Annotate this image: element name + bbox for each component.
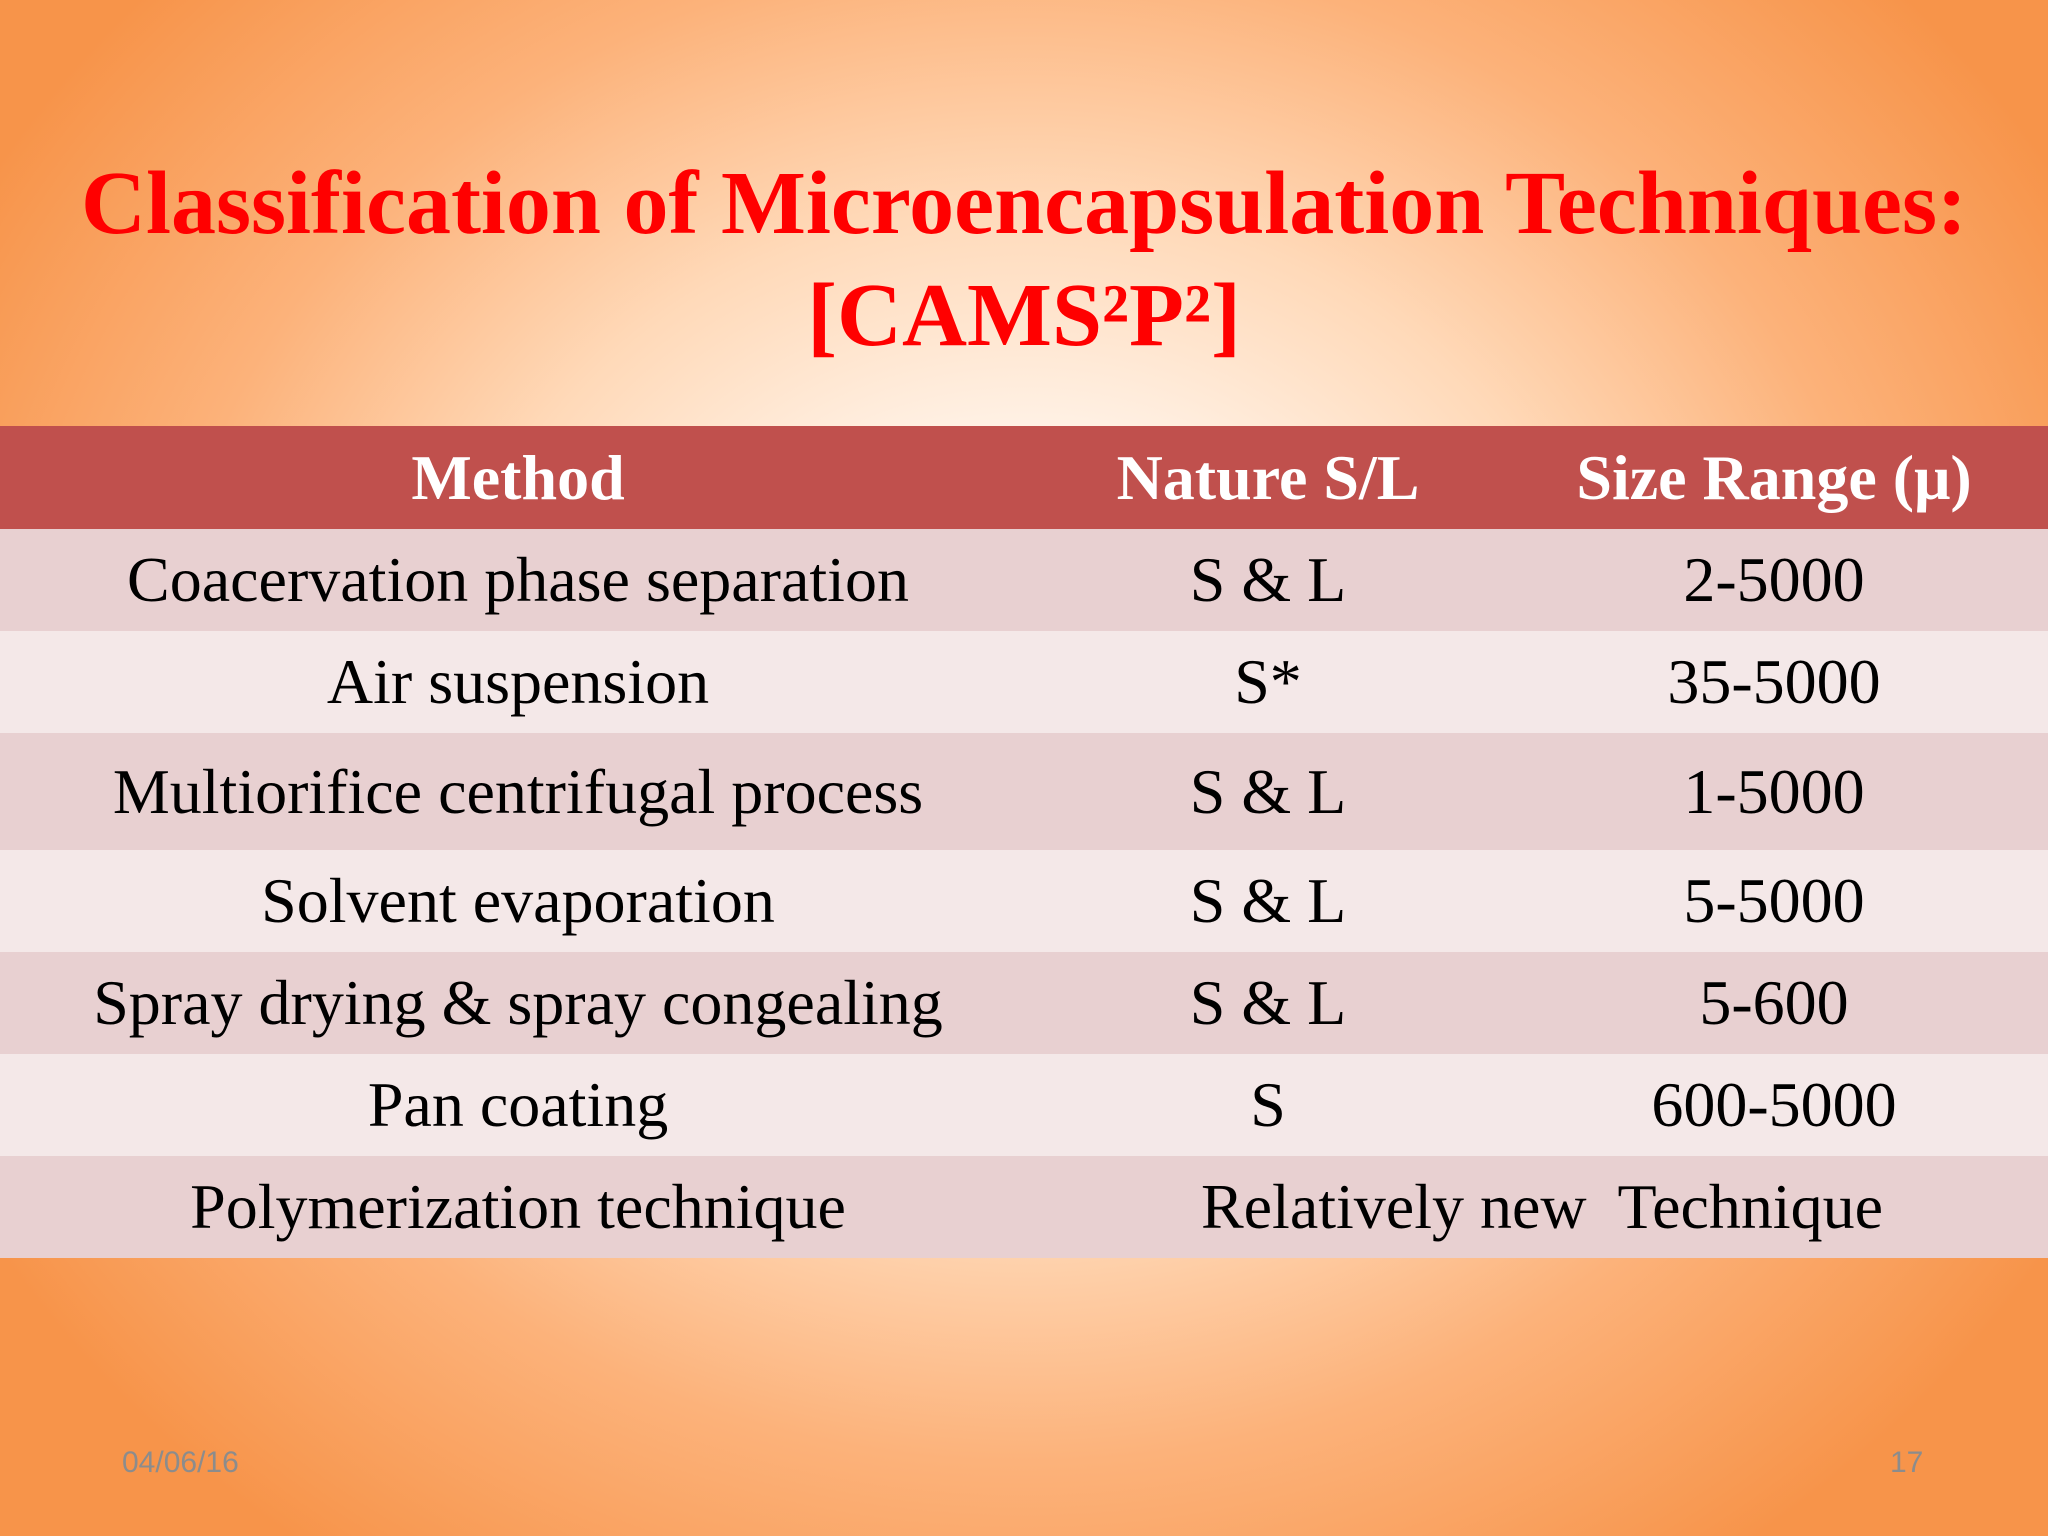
header-method: Method xyxy=(0,426,1036,529)
size-cell: 600-5000 xyxy=(1500,1054,2048,1156)
nature-cell: S* xyxy=(1036,631,1500,733)
method-cell: Polymerization technique xyxy=(0,1156,1036,1258)
nature-cell: S & L xyxy=(1036,529,1500,631)
table-row: Pan coating S 600-5000 xyxy=(0,1054,2048,1156)
header-row: Method Nature S/L Size Range (μ) xyxy=(0,426,2048,529)
title-line-2: [CAMS²P²] xyxy=(807,266,1241,365)
note-cell: Relatively new Technique xyxy=(1036,1156,2048,1258)
method-cell: Spray drying & spray congealing xyxy=(0,952,1036,1054)
table-row: Coacervation phase separation S & L 2-50… xyxy=(0,529,2048,631)
method-cell: Coacervation phase separation xyxy=(0,529,1036,631)
slide-title: Classification of Microencapsulation Tec… xyxy=(0,148,2048,372)
method-cell: Pan coating xyxy=(0,1054,1036,1156)
table-row: Solvent evaporation S & L 5-5000 xyxy=(0,850,2048,952)
method-cell: Solvent evaporation xyxy=(0,850,1036,952)
header-nature: Nature S/L xyxy=(1036,426,1500,529)
size-cell: 5-600 xyxy=(1500,952,2048,1054)
techniques-table: Method Nature S/L Size Range (μ) Coacerv… xyxy=(0,426,2048,1258)
page-number: 17 xyxy=(1890,1446,1924,1479)
method-cell: Multiorifice centrifugal process xyxy=(0,733,1036,850)
size-cell: 35-5000 xyxy=(1500,631,2048,733)
method-cell: Air suspension xyxy=(0,631,1036,733)
nature-cell: S & L xyxy=(1036,733,1500,850)
table-row: Polymerization technique Relatively new … xyxy=(0,1156,2048,1258)
table-row: Multiorifice centrifugal process S & L 1… xyxy=(0,733,2048,850)
table-row: Air suspension S* 35-5000 xyxy=(0,631,2048,733)
nature-cell: S & L xyxy=(1036,850,1500,952)
header-size-range: Size Range (μ) xyxy=(1500,426,2048,529)
nature-cell: S & L xyxy=(1036,952,1500,1054)
size-cell: 2-5000 xyxy=(1500,529,2048,631)
title-line-1: Classification of Microencapsulation Tec… xyxy=(80,154,1967,253)
footer-date: 04/06/16 xyxy=(122,1446,239,1479)
size-cell: 5-5000 xyxy=(1500,850,2048,952)
table-header: Method Nature S/L Size Range (μ) xyxy=(0,426,2048,529)
table-row: Spray drying & spray congealing S & L 5-… xyxy=(0,952,2048,1054)
nature-cell: S xyxy=(1036,1054,1500,1156)
size-cell: 1-5000 xyxy=(1500,733,2048,850)
